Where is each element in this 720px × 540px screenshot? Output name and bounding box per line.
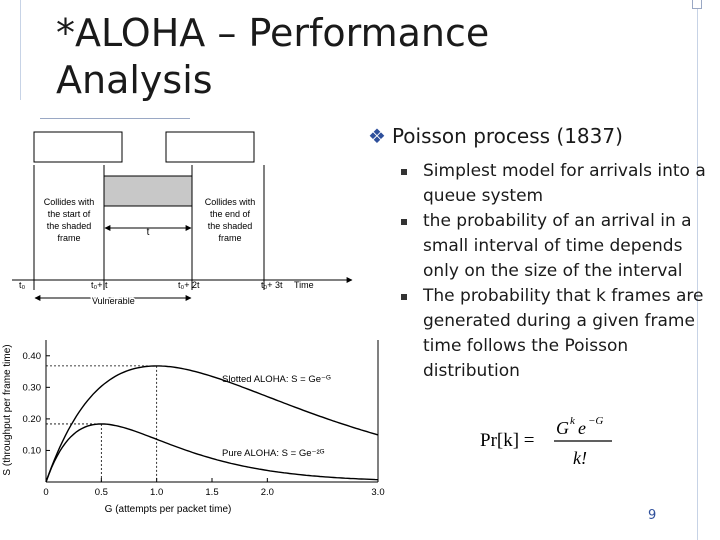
tick-label-t2: t₀+ 2t [178,280,200,290]
x-axis-label: G (attempts per packet time) [105,504,232,515]
x-tick-label: 0.5 [95,487,108,498]
sub-bullet-item: the probability of an arrival in a small… [401,209,706,284]
y-tick-label: 0.10 [23,445,42,456]
series-label-pure: Pure ALOHA: S = Ge⁻²ᴳ [222,448,325,459]
x-tick-label: 3.0 [371,487,384,498]
formula-numerator-base: G [556,418,569,438]
y-tick-label: 0.30 [23,382,42,393]
vulnerable-label: Vulnerable [92,296,135,306]
series-line-slotted [45,365,379,483]
slide-title: *ALOHA – Performance Analysis [56,11,490,102]
decorative-corner-square [692,0,702,9]
formula-lhs: Pr[k] = [480,430,535,451]
square-bullet-icon [401,169,407,175]
chart-reference-lines [46,365,158,482]
frame-box-right [165,131,255,163]
diamond-bullet-icon: ❖ [368,124,386,148]
formula-numerator-e: e [578,418,586,438]
bullet-main-text: Poisson process (1837) [391,124,623,148]
series-line-pure [45,423,379,483]
decorative-right-rule [697,0,698,540]
page-number: 9 [648,508,657,523]
formula-numerator-exp2: −G [588,415,603,427]
y-tick-label: 0.20 [23,414,42,425]
shaded-frame [103,175,193,207]
decorative-left-rule [20,0,21,100]
sub-bullet-item: Simplest model for arrivals into a queue… [401,159,706,209]
poisson-formula: Pr[k] = G k e −G k! [480,415,612,468]
tick-label-t0: t₀ [19,280,26,290]
time-axis-label: Time [294,280,314,290]
t-label: t [147,227,150,238]
series-label-slotted: Slotted ALOHA: S = Ge⁻ᴳ [222,374,331,385]
aloha-timing-diagram: Collides with the start of the shaded frame… [12,131,353,308]
frame-box-left [33,131,123,163]
sub-bullet-item: The probability that k frames are genera… [401,284,706,384]
decorative-title-underline [40,118,190,119]
formula-numerator-exp1: k [570,415,576,427]
bullet-main: ❖ Poisson process (1837) [368,124,623,148]
chart-tick-labels: 0 0.5 1.0 1.5 2.0 3.0 0.10 0.20 0.30 0.40 [23,351,385,498]
formula-denominator: k! [573,448,587,468]
chart-axes [45,340,379,483]
x-tick-label: 1.5 [205,487,218,498]
chart-series-lines [45,365,379,483]
square-bullet-icon [401,219,407,225]
x-tick-label: 0 [43,487,48,498]
left-collision-label: Collides with the start of the shaded frame [44,197,95,243]
x-tick-label: 1.0 [150,487,163,498]
y-tick-label: 0.40 [23,351,42,362]
aloha-throughput-chart: 0 0.5 1.0 1.5 2.0 3.0 0.10 0.20 0.30 0.40 Slotted… [2,340,385,515]
x-tick-label: 2.0 [261,487,274,498]
sub-bullet-list: Simplest model for arrivals into a queue… [401,159,706,384]
y-axis-label: S (throughput per frame time) [2,344,13,475]
square-bullet-icon [401,294,407,300]
tick-label-t1: t₀+ t [91,280,108,290]
right-collision-label: Collides with the end of the shaded frame [205,197,256,243]
tick-label-t3: t₀+ 3t [261,280,283,290]
